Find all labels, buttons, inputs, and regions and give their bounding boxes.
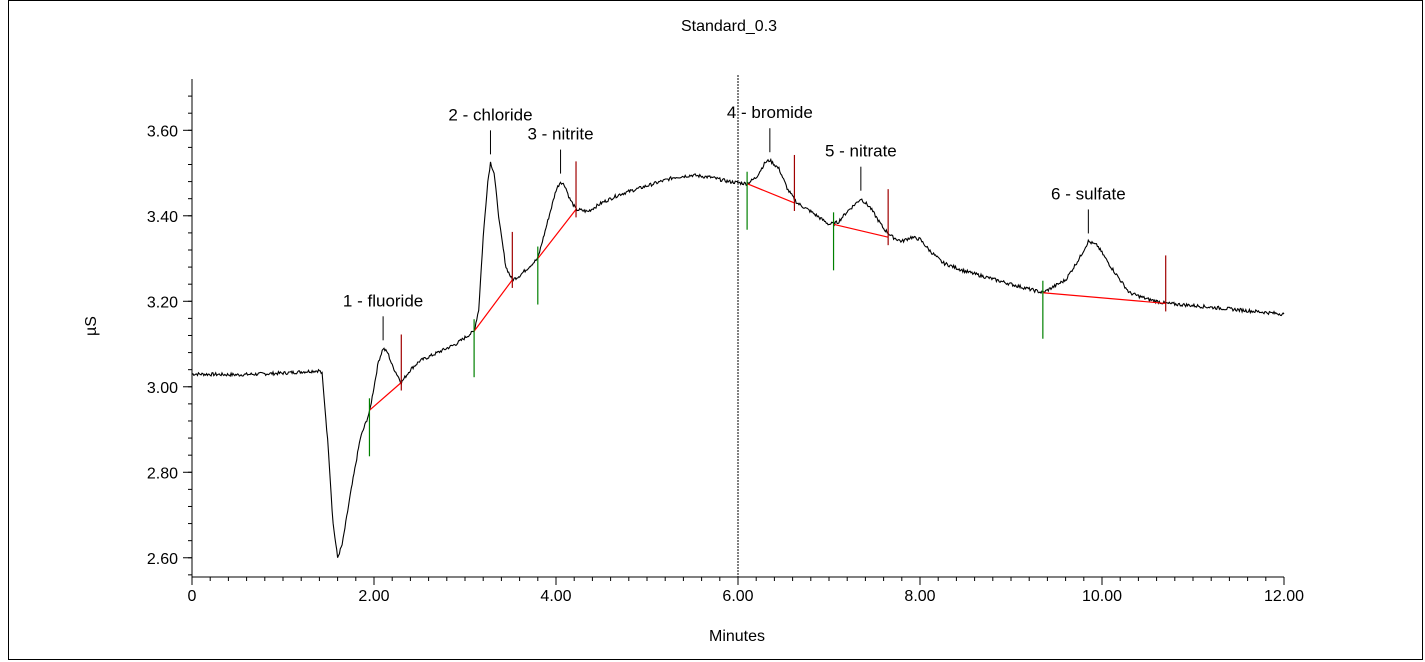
chromatogram-chart: Standard_0.3 0 2.00 4.00 6.00 8.00 10.00 12.00… [83,18,1304,645]
chart-title: Standard_0.3 [681,18,777,35]
y-tick-label: 3.60 [147,123,178,140]
peak-baseline [833,223,889,238]
x-tick-label: 6.00 [722,588,753,605]
peak-baseline [369,382,402,411]
x-tick-label: 0 [188,588,197,605]
chart-frame: Standard_0.3 0 2.00 4.00 6.00 8.00 10.00 12.00… [8,0,1423,660]
y-tick-label: 3.20 [147,294,178,311]
x-tick-label: 2.00 [358,588,389,605]
peak-baseline [537,209,577,259]
y-tick-label: 2.80 [147,465,178,482]
axes: 0 2.00 4.00 6.00 8.00 10.00 12.00 2.60 2.80 3.00 3… [147,79,1304,605]
y-tick-label: 3.00 [147,380,178,397]
peak-baseline [1042,292,1166,305]
x-tick-label: 10.00 [1082,588,1122,605]
y-axis-label: µS [83,316,100,336]
chromatogram-trace [191,157,1285,558]
x-tick-label: 12.00 [1264,588,1304,605]
y-tick-label: 3.40 [147,209,178,226]
y-tick-label: 2.60 [147,551,178,568]
peak-label: 6 - sulfate [1051,184,1126,203]
peak-baseline [473,279,513,332]
peak-label: 5 - nitrate [825,142,897,161]
peak-label: 4 - bromide [727,103,813,122]
x-axis-label: Minutes [709,628,765,645]
peak-baseline [746,183,795,204]
x-tick-label: 4.00 [540,588,571,605]
x-tick-label: 8.00 [904,588,935,605]
peak-label: 2 - chloride [448,105,532,124]
peak-label: 1 - fluoride [343,291,423,310]
peak-label: 3 - nitrite [527,125,593,144]
